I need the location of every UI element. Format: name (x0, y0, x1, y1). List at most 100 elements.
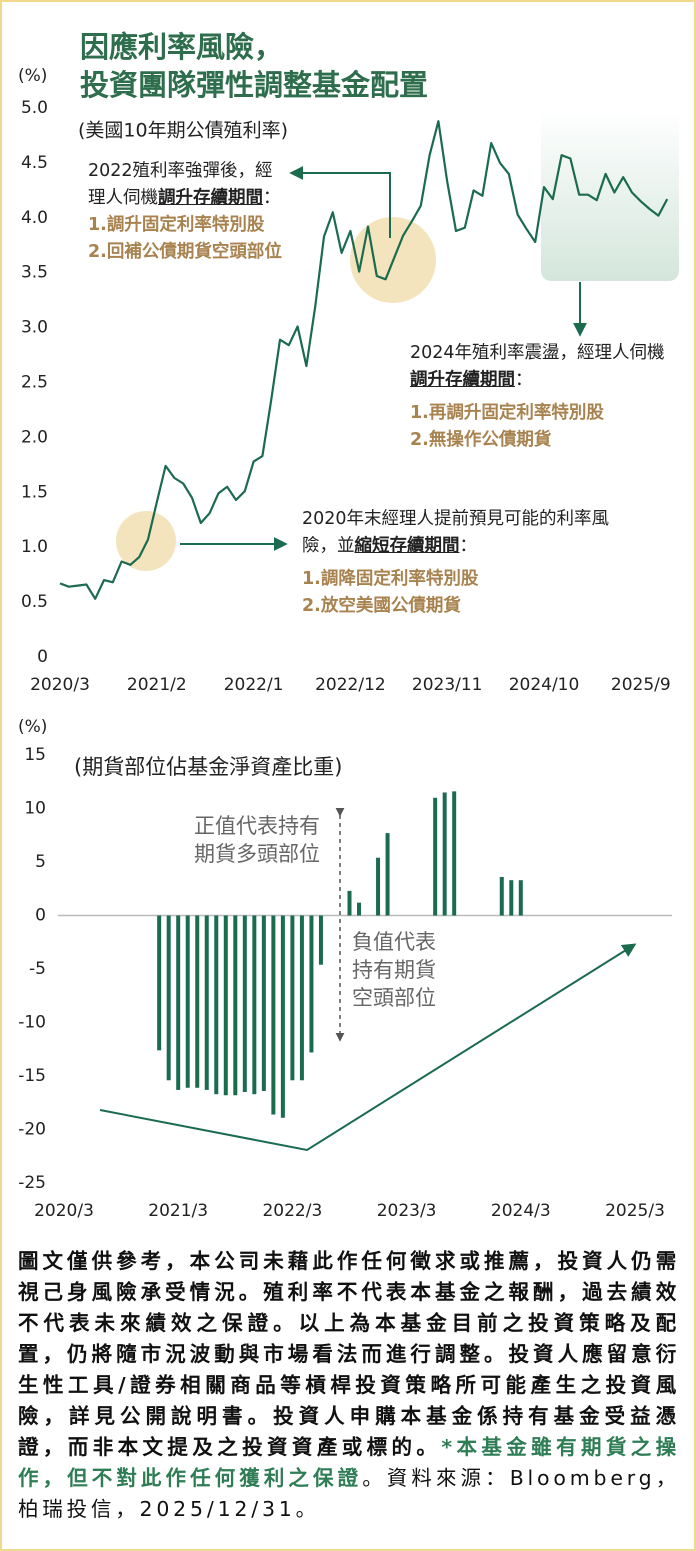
trend-arrow (99, 943, 637, 1152)
annotation-line: 持有期貨 (352, 958, 436, 982)
y-tick-label: 10 (24, 799, 46, 819)
annotation-text: ： (459, 536, 478, 556)
annotation-emphasis: 縮短存續期間 (354, 536, 460, 556)
yield-line (59, 120, 669, 600)
y-tick-label: 3.0 (21, 318, 48, 338)
bar (433, 797, 438, 916)
y-tick-label: 0.5 (21, 592, 48, 612)
bar (376, 857, 381, 916)
disclaimer-text: 圖文僅供參考，本公司未藉此作任何徵求或推薦，投資人仍需視己身風險承受情況。殖利率… (18, 1249, 680, 1459)
annotation: 2022殖利率強彈後，經理人伺機調升存續期間： 1.調升固定利率特別股 2.回補公… (88, 158, 286, 266)
y-tick-label: 0 (35, 906, 46, 926)
y-tick-label: 1.0 (21, 537, 48, 557)
bar (518, 880, 523, 916)
y-tick-label: -15 (18, 1066, 46, 1086)
bar (271, 915, 276, 1115)
bar (214, 915, 219, 1095)
y-tick-label: -10 (18, 1013, 46, 1033)
bar (280, 915, 285, 1118)
y-tick-label: 3.5 (21, 263, 48, 283)
y-tick-label: 5 (35, 852, 46, 872)
annotation: 正值代表持有 期貨多頭部位 (150, 812, 320, 868)
chart-subtitle: (期貨部位佔基金淨資產比重) (74, 755, 342, 779)
y-tick-label: 1.5 (21, 482, 48, 502)
annotation-text: ： (515, 370, 533, 390)
y-tick-label: -20 (18, 1120, 46, 1140)
x-tick-label: 2024/10 (509, 675, 580, 695)
x-tick-label: 2023/11 (412, 675, 483, 695)
bar (195, 915, 200, 1088)
annotation-line: 空頭部位 (352, 986, 436, 1010)
annotation-action: 1.調升固定利率特別股 2.回補公債期貨空頭部位 (88, 215, 282, 262)
bar (309, 915, 314, 1053)
x-tick-label: 2025/3 (605, 1201, 665, 1221)
x-tick-label: 2021/3 (148, 1201, 208, 1221)
annotation-action: 2.無操作公債期貨 (410, 430, 552, 450)
disclaimer-warning: *本基金雖有期貨之操作，但不對此作任何獲利之保證 (18, 1435, 680, 1490)
disclaimer-source: 。資料來源：Bloomberg，柏瑞投信，2025/12/31。 (18, 1466, 680, 1521)
x-tick-label: 2020/3 (30, 675, 90, 695)
bar (242, 915, 247, 1093)
x-tick-label: 2022/1 (224, 675, 284, 695)
bar (233, 915, 238, 1096)
annotation-line: 期貨多頭部位 (194, 842, 320, 866)
title-line: 投資團隊彈性調整基金配置 (80, 68, 429, 102)
bar (157, 915, 162, 1051)
annotation-line: 負值代表 (352, 930, 436, 954)
bar (185, 915, 190, 1088)
line-chart: (%) (美國10年期公債殖利率) 0 0.5 1.0 1.5 2.0 2.5 3.0 3.5 4.… (18, 66, 671, 695)
y-tick-label: 2.5 (21, 373, 48, 393)
annotation-text: 2020年末經理人提前預見可能的利率風險，並 (302, 509, 610, 556)
annotation: 2024年殖利率震盪，經理人伺機調升存續期間： 1.再調升固定利率特別股 2.無操作… (410, 340, 678, 454)
bar (290, 915, 295, 1081)
bar-chart: (%) (期貨部位佔基金淨資產比重) 15 10 5 0 -5 -10 -15 -20 -25 202… (18, 717, 672, 1221)
y-tick-label: 5.0 (21, 98, 48, 118)
bar (499, 876, 504, 916)
highlight-region (541, 108, 679, 281)
annotation-line: 正值代表持有 (194, 814, 320, 838)
y-tick-label: 4.5 (21, 153, 48, 173)
bar (261, 915, 266, 1091)
annotation-text: 2022殖利率強彈後，經理人伺機 (88, 161, 273, 208)
x-tick-label: 2025/9 (611, 675, 671, 695)
y-tick-label: 2.0 (21, 427, 48, 447)
bar (509, 880, 514, 916)
annotation-action: 2.放空美國公債期貨 (302, 596, 461, 616)
annotation-text: 2024年殖利率震盪，經理人伺機 (410, 343, 665, 363)
bar (166, 915, 171, 1081)
x-tick-label: 2023/3 (377, 1201, 437, 1221)
x-tick-label: 2024/3 (491, 1201, 551, 1221)
annotation-action: 1.再調升固定利率特別股 (410, 403, 604, 423)
annotation-emphasis: 調升存續期間 (158, 188, 263, 208)
bar (176, 915, 181, 1090)
bar (385, 833, 390, 916)
axis-unit: (%) (18, 66, 47, 86)
title-line: 因應利率風險， (80, 30, 284, 64)
y-tick-label: 15 (24, 745, 46, 765)
y-tick-label: 4.0 (21, 208, 48, 228)
bar (357, 902, 362, 916)
annotation-action: 1.調降固定利率特別股 (302, 569, 479, 589)
axis-unit: (%) (18, 717, 47, 737)
annotation: 2020年末經理人提前預見可能的利率風險，並縮短存續期間： 1.調降固定利率特別股… (302, 506, 632, 620)
title: 因應利率風險， 投資團隊彈性調整基金配置 (80, 28, 428, 104)
highlight-circle (116, 511, 176, 571)
y-tick-label: -25 (18, 1173, 46, 1193)
y-tick-label: -5 (29, 959, 46, 979)
callout-arrow (289, 166, 391, 238)
bar (347, 890, 352, 916)
bar (204, 915, 209, 1090)
x-tick-label: 2022/12 (315, 675, 386, 695)
bar (223, 915, 228, 1096)
bar (442, 792, 447, 916)
annotation-text: ： (263, 188, 281, 208)
bar (299, 915, 304, 1081)
chart-subtitle: (美國10年期公債殖利率) (78, 120, 288, 142)
annotation-emphasis: 調升存續期間 (410, 370, 515, 390)
disclaimer: 圖文僅供參考，本公司未藉此作任何徵求或推薦，投資人仍需視己身風險承受情況。殖利率… (18, 1246, 680, 1525)
annotation: 負值代表持有期貨空頭部位 (352, 928, 492, 1012)
x-tick-label: 2021/2 (127, 675, 187, 695)
